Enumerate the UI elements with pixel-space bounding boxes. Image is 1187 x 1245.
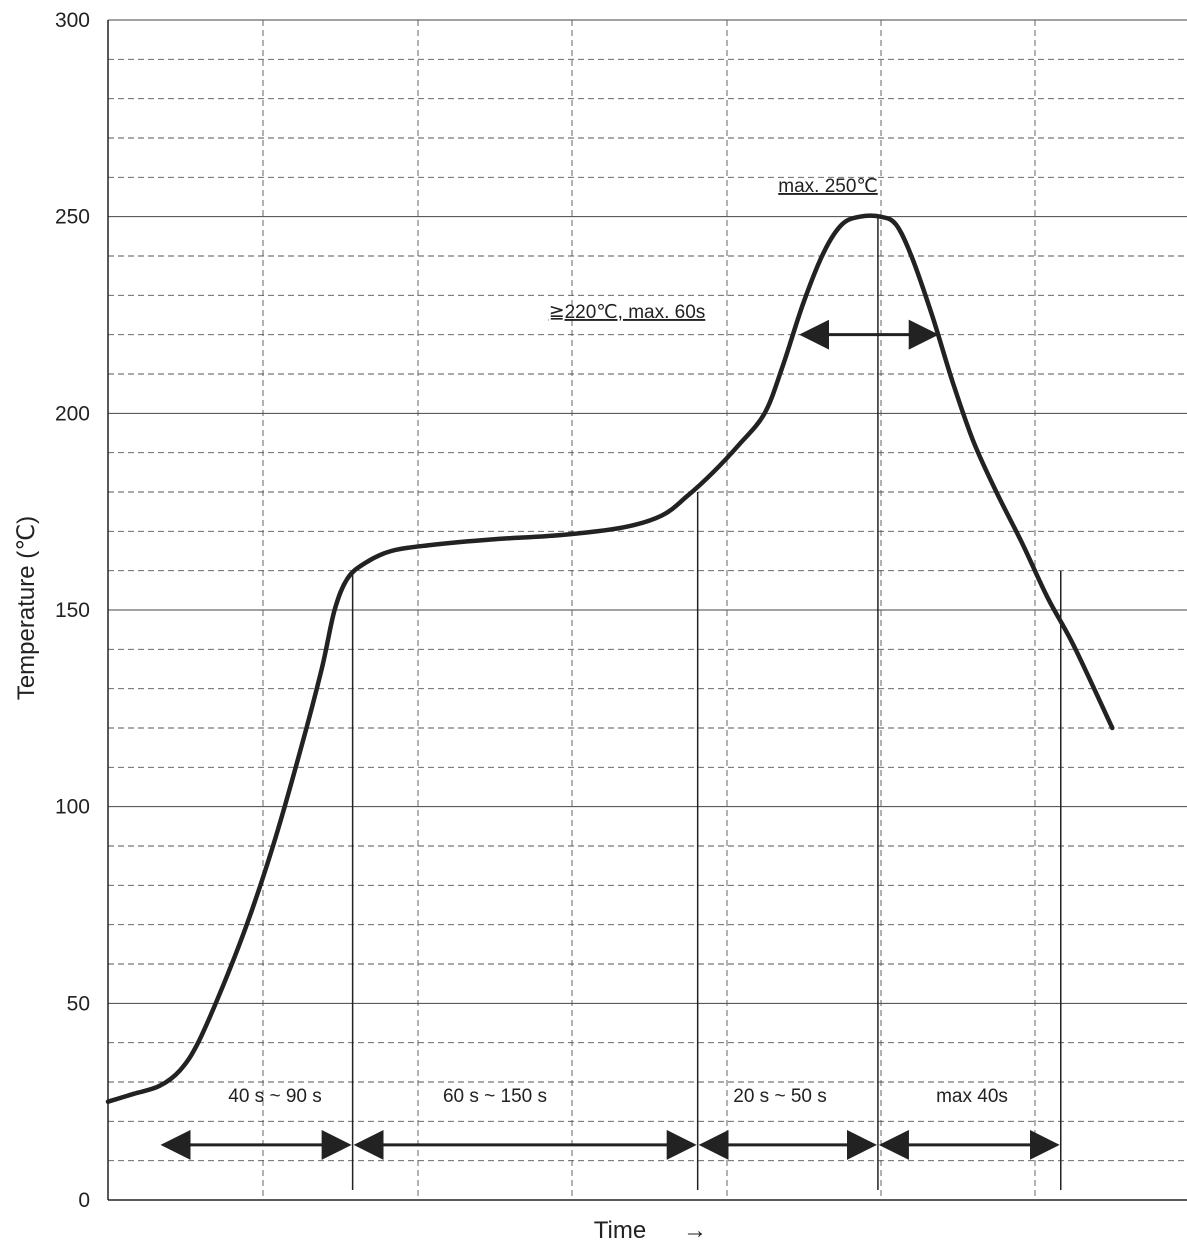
x-axis-label: Time (594, 1217, 646, 1244)
grid-layer (108, 19, 1187, 1200)
annotation-max-250: max. 250℃ (778, 176, 878, 197)
annotation-220-max-60s: ≧220℃, max. 60s (549, 302, 706, 323)
y-tick-label-100: 100 (55, 796, 90, 819)
arrow-layer (160, 319, 1060, 1160)
y-tick-label-200: 200 (55, 402, 90, 425)
y-tick-label-150: 150 (55, 599, 90, 622)
y-tick-label-250: 250 (55, 206, 90, 229)
y-tick-label-300: 300 (55, 9, 90, 32)
annotation-max-40s: max 40s (936, 1086, 1008, 1107)
y-axis-label: Temperature (℃) (13, 516, 40, 700)
annotation-40-90s: 40 s ~ 90 s (228, 1086, 321, 1107)
annotation-60-150s: 60 s ~ 150 s (443, 1086, 547, 1107)
axis-layer: 0 50 100 150 200 250 300 (55, 9, 1187, 1212)
series-layer (105, 213, 1115, 1104)
y-tick-label-50: 50 (67, 992, 90, 1015)
x-axis-arrow: → (683, 1217, 707, 1244)
y-tick-label-0: 0 (78, 1189, 90, 1212)
label-layer: Time → Temperature (℃) max. 250℃ ≧220℃, … (13, 176, 1008, 1244)
temperature-profile-line (105, 213, 1115, 1104)
marker-layer (351, 216, 1062, 1190)
annotation-20-50s: 20 s ~ 50 s (733, 1086, 826, 1107)
